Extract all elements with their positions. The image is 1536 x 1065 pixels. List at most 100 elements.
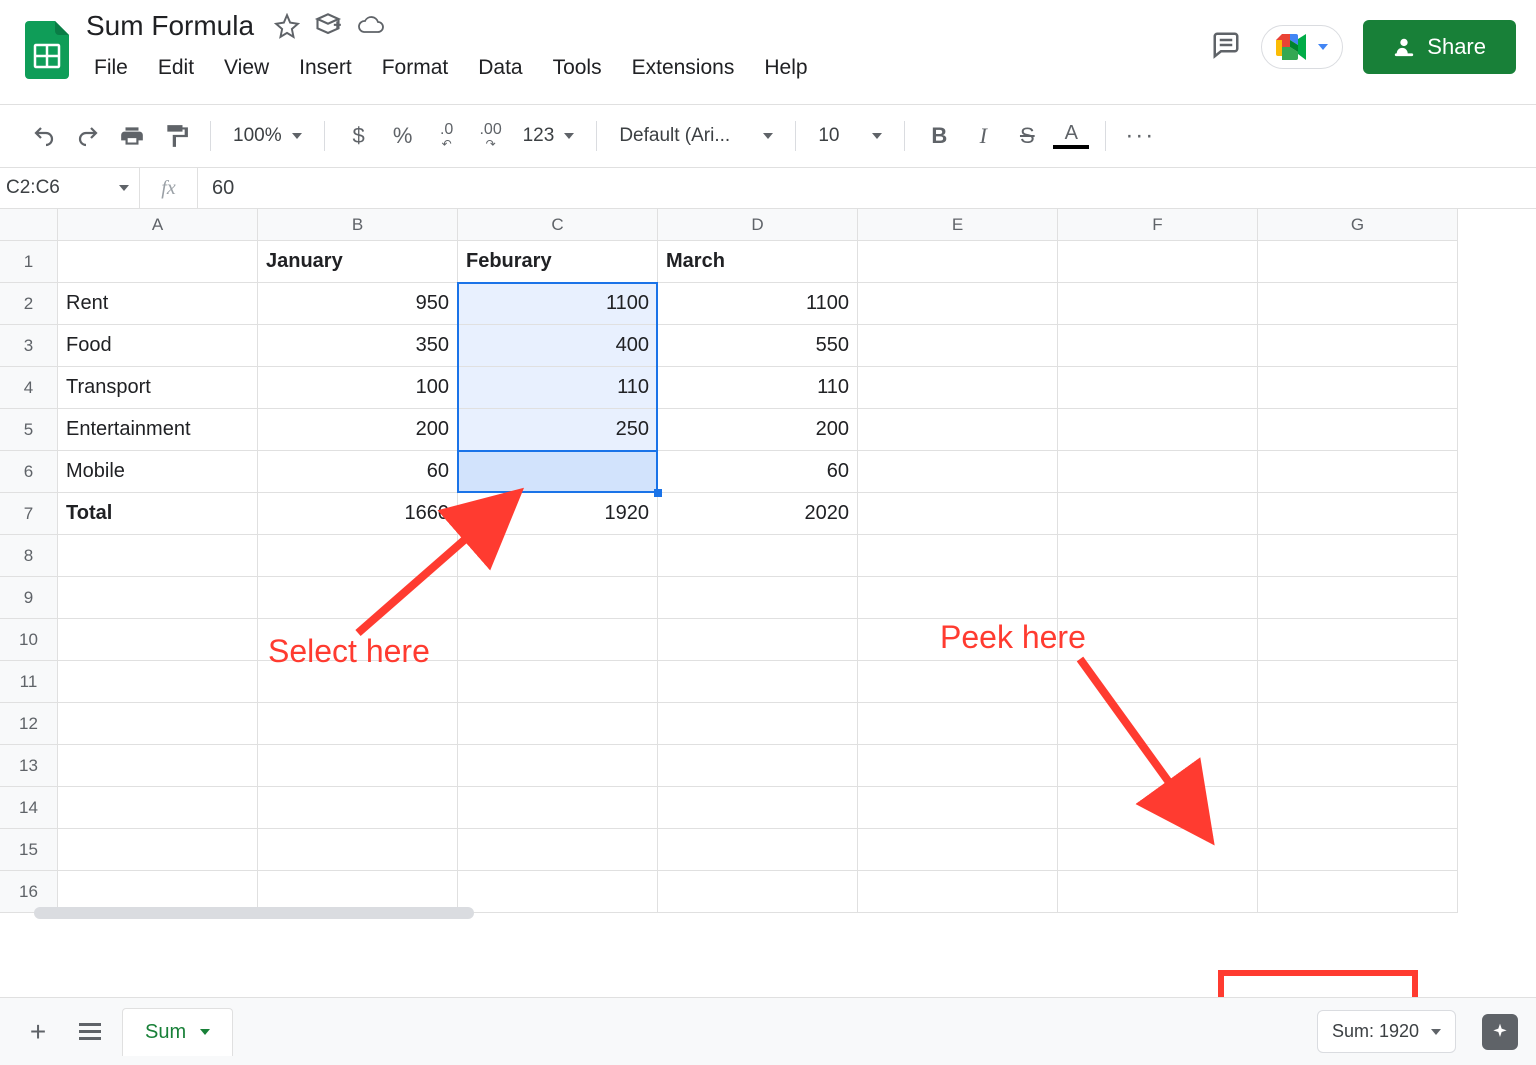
cell[interactable] — [658, 703, 858, 745]
cell[interactable] — [1258, 451, 1458, 493]
cell[interactable]: 350 — [258, 325, 458, 367]
cell[interactable]: 60 — [658, 451, 858, 493]
font-dropdown[interactable]: Default (Ari... — [611, 125, 781, 147]
cell[interactable] — [258, 703, 458, 745]
cell[interactable] — [1058, 325, 1258, 367]
zoom-dropdown[interactable]: 100% — [225, 125, 310, 147]
cell[interactable] — [458, 535, 658, 577]
cell[interactable]: January — [258, 241, 458, 283]
cell[interactable]: Mobile — [58, 451, 258, 493]
menu-view[interactable]: View — [210, 50, 283, 86]
cell[interactable] — [1058, 703, 1258, 745]
cell[interactable] — [858, 787, 1058, 829]
cell[interactable]: 60 — [258, 451, 458, 493]
cell[interactable]: 100 — [258, 367, 458, 409]
cell[interactable] — [258, 745, 458, 787]
row-header[interactable]: 3 — [0, 325, 58, 367]
cell[interactable]: March — [658, 241, 858, 283]
row-header[interactable]: 9 — [0, 577, 58, 619]
cell[interactable] — [858, 661, 1058, 703]
menu-file[interactable]: File — [80, 50, 142, 86]
cell[interactable] — [858, 241, 1058, 283]
cell[interactable] — [58, 535, 258, 577]
row-header[interactable]: 14 — [0, 787, 58, 829]
row-header[interactable]: 12 — [0, 703, 58, 745]
cell[interactable] — [458, 829, 658, 871]
cell[interactable] — [258, 577, 458, 619]
cell[interactable] — [1058, 871, 1258, 913]
cell[interactable]: Food — [58, 325, 258, 367]
cell[interactable] — [458, 787, 658, 829]
row-header[interactable]: 11 — [0, 661, 58, 703]
cell[interactable] — [1058, 787, 1258, 829]
cell[interactable]: Rent — [58, 283, 258, 325]
column-header[interactable]: C — [458, 209, 658, 241]
cell[interactable]: 200 — [658, 409, 858, 451]
cell[interactable]: 1100 — [658, 283, 858, 325]
cell[interactable] — [1258, 493, 1458, 535]
menu-tools[interactable]: Tools — [539, 50, 616, 86]
menu-data[interactable]: Data — [464, 50, 536, 86]
cell[interactable] — [858, 367, 1058, 409]
font-size-dropdown[interactable]: 10 — [810, 125, 890, 147]
cell[interactable] — [1258, 325, 1458, 367]
sheet-tab[interactable]: Sum — [122, 1008, 233, 1056]
cell[interactable] — [1058, 577, 1258, 619]
cell[interactable] — [1258, 367, 1458, 409]
cell[interactable] — [458, 871, 658, 913]
grid[interactable]: ABCDEFG1JanuaryFeburaryMarch2Rent9501100… — [0, 209, 1536, 913]
cell[interactable] — [258, 829, 458, 871]
cell[interactable] — [658, 661, 858, 703]
comments-icon[interactable] — [1211, 30, 1241, 65]
row-header[interactable]: 6 — [0, 451, 58, 493]
cell[interactable] — [458, 703, 658, 745]
column-header[interactable]: G — [1258, 209, 1458, 241]
cell[interactable]: Transport — [58, 367, 258, 409]
all-sheets-button[interactable] — [70, 1012, 110, 1052]
cell[interactable] — [1058, 535, 1258, 577]
column-header[interactable]: A — [58, 209, 258, 241]
cell[interactable] — [58, 745, 258, 787]
cell[interactable] — [58, 703, 258, 745]
move-icon[interactable] — [314, 12, 342, 40]
redo-button[interactable] — [68, 116, 108, 156]
cell[interactable]: 200 — [258, 409, 458, 451]
menu-edit[interactable]: Edit — [144, 50, 208, 86]
row-header[interactable]: 4 — [0, 367, 58, 409]
text-color-button[interactable]: A — [1051, 116, 1091, 156]
cell[interactable]: 60 — [458, 451, 658, 493]
column-header[interactable]: F — [1058, 209, 1258, 241]
grid-corner[interactable] — [0, 209, 58, 241]
cell[interactable] — [58, 787, 258, 829]
row-header[interactable]: 15 — [0, 829, 58, 871]
cell[interactable] — [858, 871, 1058, 913]
cell[interactable] — [1258, 661, 1458, 703]
selection-handle[interactable] — [654, 489, 662, 497]
cell[interactable] — [658, 577, 858, 619]
explore-button[interactable] — [1482, 1014, 1518, 1050]
name-box[interactable]: C2:C6 — [0, 168, 140, 208]
cloud-icon[interactable] — [356, 14, 386, 38]
menu-help[interactable]: Help — [750, 50, 821, 86]
undo-button[interactable] — [24, 116, 64, 156]
cell[interactable]: Entertainment — [58, 409, 258, 451]
strikethrough-button[interactable]: S — [1007, 116, 1047, 156]
cell[interactable] — [58, 661, 258, 703]
meet-button[interactable] — [1261, 25, 1343, 69]
cell[interactable] — [1058, 451, 1258, 493]
cell[interactable] — [1258, 619, 1458, 661]
cell[interactable] — [1258, 829, 1458, 871]
row-header[interactable]: 2 — [0, 283, 58, 325]
cell[interactable] — [1058, 409, 1258, 451]
add-sheet-button[interactable]: + — [18, 1012, 58, 1052]
cell[interactable] — [658, 787, 858, 829]
increase-decimal-button[interactable]: .00↷ — [471, 116, 511, 156]
cell[interactable] — [858, 493, 1058, 535]
paint-format-button[interactable] — [156, 116, 196, 156]
decrease-decimal-button[interactable]: .0↶ — [427, 116, 467, 156]
cell[interactable] — [258, 535, 458, 577]
row-header[interactable]: 10 — [0, 619, 58, 661]
cell[interactable] — [858, 283, 1058, 325]
column-header[interactable]: E — [858, 209, 1058, 241]
cell[interactable] — [1258, 535, 1458, 577]
